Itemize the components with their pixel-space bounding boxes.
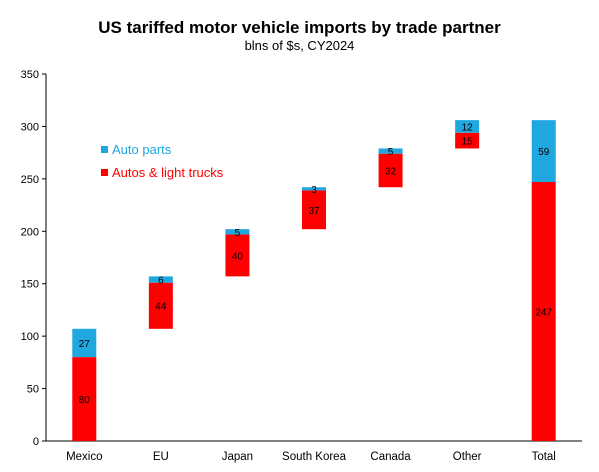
data-label-autos-canada: 32 [385, 166, 397, 177]
bar-autos-mexico [72, 357, 97, 441]
bar-autos-south-korea [302, 190, 326, 230]
x-tick-label-south-korea: South Korea [282, 451, 347, 463]
bar-autos-total [531, 182, 556, 441]
bars [72, 120, 556, 441]
y-tick-label: 0 [33, 436, 39, 448]
legend: Auto parts Autos & light trucks [101, 142, 224, 180]
bar-parts-canada [378, 148, 403, 154]
bar-autos-eu [148, 282, 173, 329]
bar-autos-other [455, 132, 480, 149]
legend-swatch-auto-parts [101, 146, 108, 153]
data-label-parts-japan: 5 [235, 228, 241, 239]
data-label-parts-south-korea: 3 [311, 185, 317, 196]
x-tick-label-japan: Japan [222, 451, 253, 463]
bar-parts-other [455, 120, 480, 133]
bar-autos-canada [378, 153, 403, 188]
x-tick-label-other: Other [453, 451, 482, 463]
legend-swatch-autos-light-trucks [101, 169, 108, 176]
data-label-parts-eu: 6 [158, 276, 164, 287]
axes: 0 50 100 150 200 250 300 350 Mexico EU Japan South … [21, 69, 582, 463]
y-tick-label: 200 [21, 226, 39, 238]
chart-title: US tariffed motor vehicle imports by tra… [98, 18, 501, 37]
bar-autos-japan [225, 234, 250, 277]
data-label-parts-canada: 5 [388, 147, 394, 158]
chart-subtitle: blns of $s, CY2024 [244, 38, 355, 53]
data-label-autos-eu: 44 [155, 302, 167, 313]
data-label-autos-total: 247 [535, 308, 552, 319]
bar-parts-south-korea [302, 187, 326, 191]
bar-parts-mexico [72, 328, 97, 358]
data-label-autos-other: 15 [462, 137, 474, 148]
legend-label-auto-parts: Auto parts [112, 142, 172, 157]
y-tick-label: 300 [21, 121, 39, 133]
y-tick-label: 100 [21, 331, 39, 343]
data-label-parts-other: 12 [462, 122, 474, 133]
data-label-autos-south-korea: 37 [308, 206, 320, 217]
bar-parts-japan [225, 229, 250, 235]
data-label-autos-japan: 40 [232, 251, 244, 262]
x-tick-label-canada: Canada [370, 451, 411, 463]
x-tick-label-mexico: Mexico [66, 451, 102, 463]
data-label-parts-mexico: 27 [79, 339, 91, 350]
data-labels: 80 27 44 6 40 5 37 3 32 5 15 12 247 59 [79, 122, 553, 406]
bar-parts-total [531, 120, 556, 183]
bar-parts-eu [148, 276, 173, 283]
y-tick-label: 250 [21, 174, 39, 186]
data-label-autos-mexico: 80 [79, 395, 91, 406]
y-tick-label: 150 [21, 279, 39, 291]
x-tick-label-total: Total [532, 451, 556, 463]
x-tick-label-eu: EU [153, 451, 169, 463]
y-tick-label: 350 [21, 69, 39, 81]
data-label-parts-total: 59 [538, 147, 550, 158]
y-tick-label: 50 [27, 384, 39, 396]
legend-label-autos-light-trucks: Autos & light trucks [112, 165, 224, 180]
